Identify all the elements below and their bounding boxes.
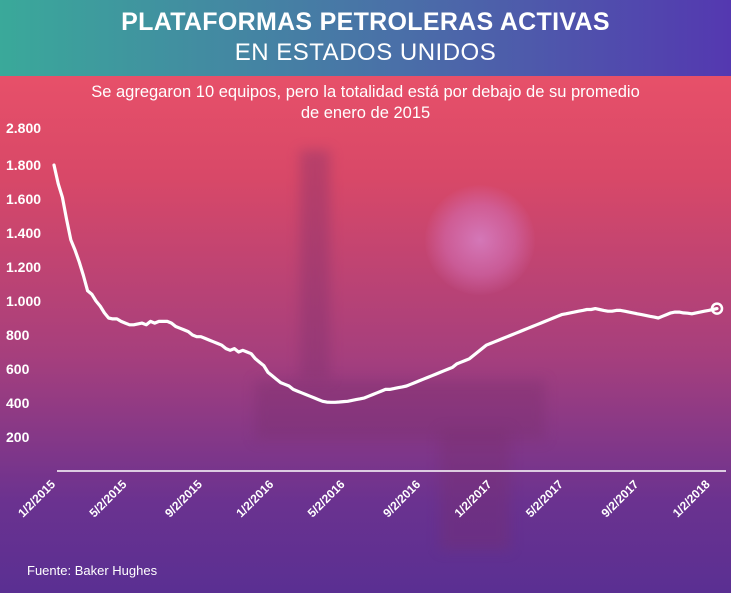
- x-tick-label: 5/2/2015: [87, 477, 130, 520]
- y-tick-label: 1.400: [6, 225, 41, 241]
- x-tick-label: 5/2/2016: [305, 477, 348, 520]
- oil-rig-silhouette: [300, 150, 330, 380]
- source-note: Fuente: Baker Hughes: [27, 563, 158, 578]
- oil-rig-silhouette: [440, 430, 510, 550]
- y-tick-label: 200: [6, 429, 30, 445]
- x-tick-label: 5/2/2017: [523, 477, 566, 520]
- x-tick-label: 9/2/2015: [162, 477, 205, 520]
- y-tick-label: 1.200: [6, 259, 41, 275]
- y-tick-label: 1.000: [6, 293, 41, 309]
- sunset-glow: [425, 185, 535, 295]
- y-tick-label: 2.800: [6, 120, 41, 136]
- x-tick-label: 1/2/2017: [452, 477, 495, 520]
- data-line: [52, 163, 719, 404]
- y-tick-label: 400: [6, 395, 30, 411]
- subtitle-line-1: Se agregaron 10 equipos, pero la totalid…: [91, 83, 640, 101]
- x-axis: 1/2/2015 5/2/2015 9/2/2015 1/2/2016 5/2/2016…: [15, 477, 713, 520]
- y-tick-label: 1.800: [6, 157, 41, 173]
- header-banner: PLATAFORMAS PETROLERAS ACTIVAS EN ESTADO…: [0, 0, 731, 76]
- x-tick-label: 9/2/2017: [598, 477, 641, 520]
- x-tick-label: 1/2/2018: [670, 477, 713, 520]
- y-axis: 200 400 600 800 1.000 1.200 1.400 1.600 1.800 2.8…: [6, 120, 41, 445]
- x-tick-label: 9/2/2016: [380, 477, 423, 520]
- y-tick-label: 600: [6, 361, 30, 377]
- y-tick-label: 1.600: [6, 191, 41, 207]
- oil-rig-silhouette: [255, 380, 545, 440]
- y-tick-label: 800: [6, 327, 30, 343]
- chart-title: PLATAFORMAS PETROLERAS ACTIVAS: [121, 8, 610, 36]
- chart-subtitle: Se agregaron 10 equipos, pero la totalid…: [0, 82, 731, 124]
- end-point-marker: [710, 302, 724, 315]
- chart-title-line2: EN ESTADOS UNIDOS: [234, 39, 497, 66]
- x-tick-label: 1/2/2016: [233, 477, 276, 520]
- x-tick-label: 1/2/2015: [15, 477, 58, 520]
- subtitle-line-2: de enero de 2015: [300, 104, 431, 122]
